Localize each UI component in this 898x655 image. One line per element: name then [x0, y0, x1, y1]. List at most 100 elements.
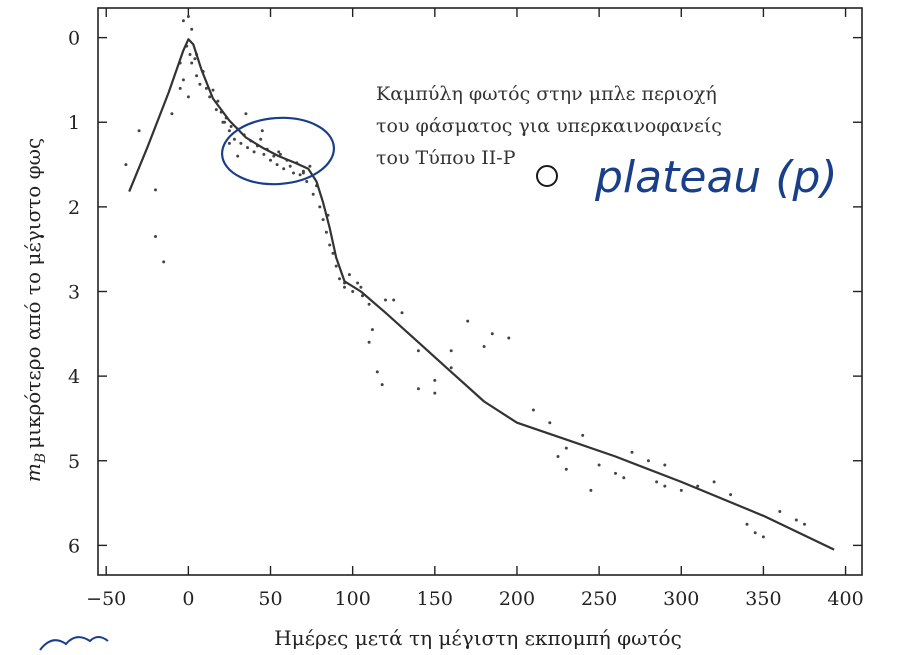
data-point: [252, 150, 256, 154]
handwritten-note: plateau (p): [594, 152, 838, 203]
data-point: [301, 171, 305, 175]
data-point: [181, 78, 185, 82]
data-point: [186, 15, 190, 18]
y-axis-label: mBμικρότερο από το μέγιστο φως: [21, 138, 49, 482]
data-point: [466, 319, 470, 323]
data-point: [334, 264, 338, 268]
scatter-points: [124, 15, 806, 539]
y-tick-labels: 0 1 2 3 4 5 6: [68, 28, 80, 558]
data-point: [227, 129, 231, 133]
data-point: [186, 95, 190, 99]
data-point: [216, 99, 220, 103]
annotation-line-3: του Τύπου II-P: [376, 147, 516, 169]
y-axis-label-group: mBμικρότερο από το μέγιστο φως: [21, 138, 49, 482]
data-point: [137, 129, 141, 133]
data-point: [351, 290, 355, 293]
data-point: [278, 152, 282, 156]
x-tick-label: 400: [827, 588, 863, 610]
data-point: [190, 61, 194, 65]
y-axis-label-text: μικρότερο από το μέγιστο φως: [21, 138, 45, 449]
data-point: [761, 535, 765, 539]
plateau-circle: [220, 116, 336, 186]
data-point: [223, 120, 226, 124]
handwritten-markup: plateau (p): [39, 116, 838, 651]
data-point: [614, 471, 617, 475]
data-point: [259, 137, 263, 141]
data-point: [236, 154, 240, 158]
data-point: [433, 378, 437, 382]
data-point: [244, 112, 248, 116]
x-axis-label: Ημέρες μετά τη μέγιστη εκπομπή φωτός: [274, 626, 682, 650]
x-tick-labels: −50 0 50 100 150 200 250 300 350 400: [86, 588, 864, 610]
x-tick-label: 200: [499, 588, 535, 610]
data-point: [124, 163, 128, 167]
data-point: [288, 164, 292, 168]
x-tick-label: 250: [581, 588, 617, 610]
data-point: [803, 522, 806, 526]
data-point: [343, 285, 346, 289]
data-point: [272, 154, 276, 158]
data-point: [214, 108, 218, 112]
data-point: [392, 298, 396, 302]
data-point: [367, 302, 371, 306]
data-point: [178, 86, 182, 90]
data-point: [646, 459, 650, 463]
data-point: [384, 298, 387, 302]
data-point: [154, 235, 157, 238]
handwritten-scribble: [39, 636, 109, 651]
data-point: [356, 281, 360, 285]
data-point: [318, 205, 322, 209]
y-axis-symbol: m: [21, 463, 45, 482]
y-tick-label: 2: [68, 197, 80, 219]
data-point: [204, 86, 208, 90]
data-point: [712, 480, 716, 484]
data-point: [269, 158, 272, 162]
annotation-line-1: Καμπύλη φωτός στην μπλε περιοχή: [376, 83, 717, 105]
data-point: [380, 383, 384, 387]
data-point: [198, 82, 202, 86]
data-point: [679, 488, 683, 492]
x-tick-label: 0: [182, 588, 194, 610]
data-point: [416, 387, 420, 391]
data-point: [449, 366, 453, 370]
annotation: Καμπύλη φωτός στην μπλε περιοχή του φάσμ…: [376, 83, 722, 169]
data-point: [548, 421, 552, 425]
y-axis-subscript: B: [33, 453, 49, 464]
data-point: [367, 340, 371, 344]
data-point: [188, 53, 192, 56]
data-point: [338, 277, 341, 281]
data-point: [298, 173, 302, 177]
data-point: [193, 57, 197, 61]
data-point: [507, 336, 511, 340]
data-point: [321, 218, 325, 222]
data-point: [449, 349, 453, 353]
data-point: [370, 328, 374, 332]
data-point: [311, 192, 315, 196]
y-tick-label: 6: [68, 535, 80, 557]
y-tick-label: 4: [68, 366, 80, 388]
axis-ticks: [98, 8, 862, 575]
data-point: [745, 522, 749, 526]
data-point: [359, 285, 363, 289]
data-point: [305, 180, 309, 183]
data-point: [556, 455, 560, 458]
data-point: [622, 476, 626, 480]
data-point: [753, 531, 757, 535]
data-point: [490, 332, 494, 336]
p-letter-circle: [536, 165, 558, 187]
data-point: [416, 349, 420, 353]
data-point: [328, 243, 332, 247]
data-point: [227, 141, 231, 145]
data-point: [282, 167, 286, 171]
data-point: [190, 27, 194, 31]
data-point: [655, 480, 659, 484]
data-point: [262, 152, 266, 156]
data-point: [482, 345, 486, 348]
data-point: [239, 141, 243, 145]
annotation-line-2: του φάσματος για υπερκαινοφανείς: [376, 115, 722, 137]
data-point: [663, 484, 667, 488]
data-point: [181, 19, 185, 23]
data-point: [581, 433, 585, 437]
data-point: [229, 125, 233, 128]
y-tick-label: 5: [68, 451, 80, 473]
